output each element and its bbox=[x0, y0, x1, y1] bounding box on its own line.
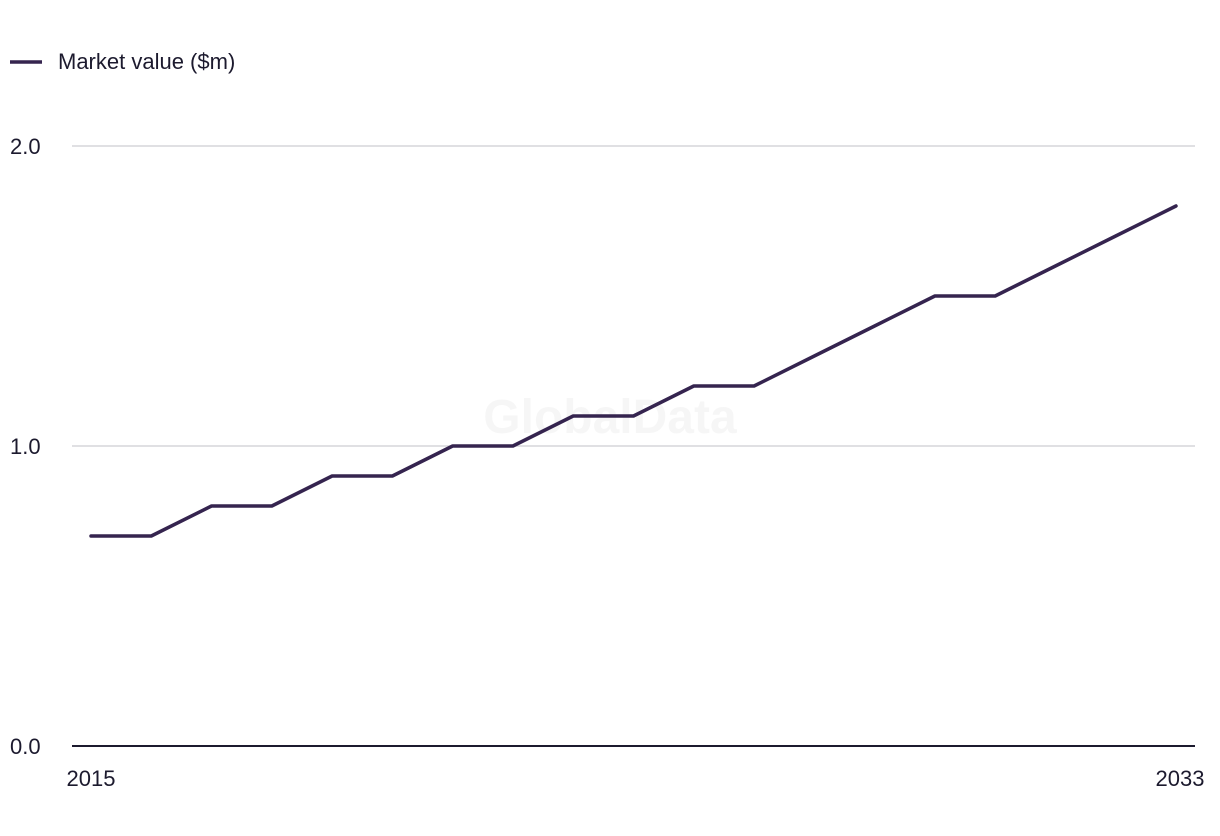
y-tick-label-2: 2.0 bbox=[10, 134, 41, 159]
series-group bbox=[89, 204, 1178, 538]
legend-label-market-value: Market value ($m) bbox=[58, 49, 235, 74]
y-axis-tick-labels: 0.0 1.0 2.0 bbox=[10, 134, 41, 759]
legend: Market value ($m) bbox=[10, 49, 235, 74]
y-tick-label-1: 1.0 bbox=[10, 434, 41, 459]
series-line-0 bbox=[89, 204, 1178, 538]
gridlines bbox=[72, 145, 1195, 447]
x-axis-tick-labels: 2015 2033 bbox=[67, 766, 1205, 791]
y-tick-label-0: 0.0 bbox=[10, 734, 41, 759]
x-tick-label-2015: 2015 bbox=[67, 766, 116, 791]
x-tick-label-2033: 2033 bbox=[1156, 766, 1205, 791]
